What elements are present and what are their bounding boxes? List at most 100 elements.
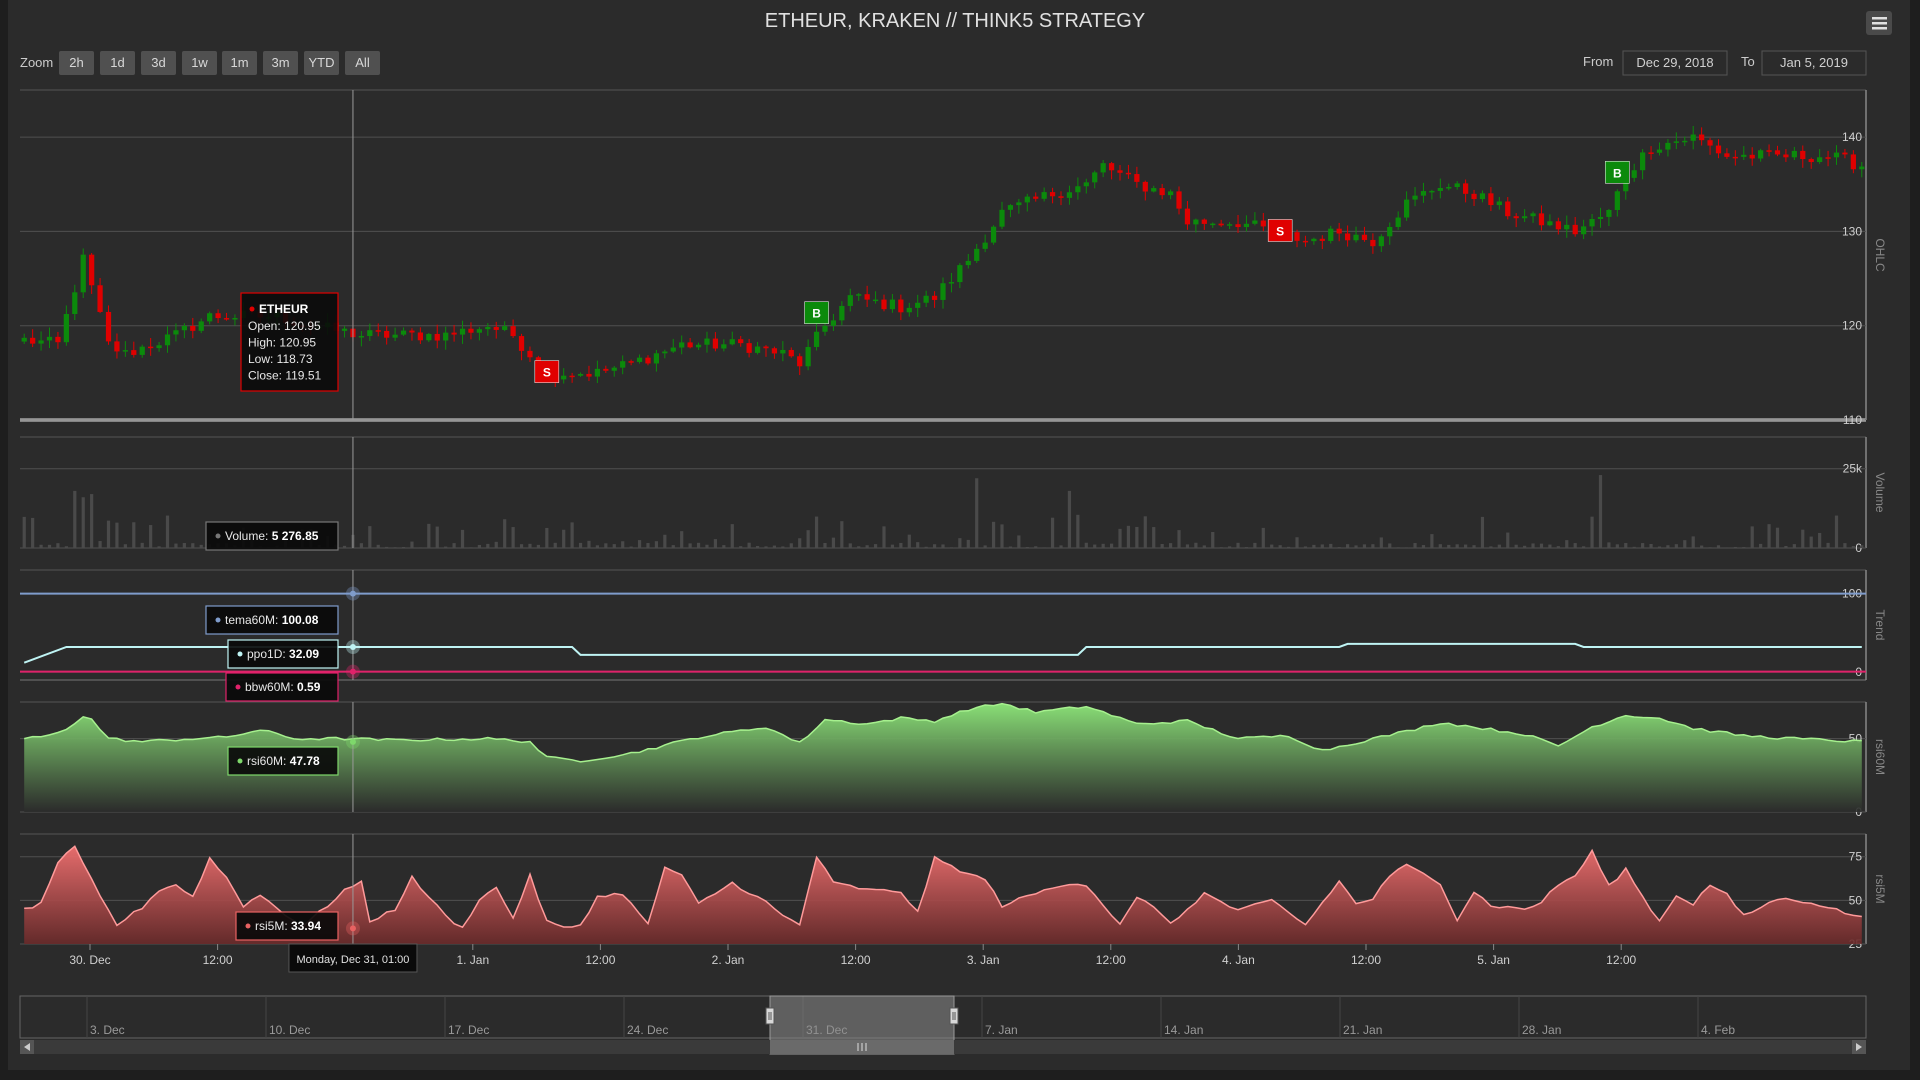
candle xyxy=(1328,225,1334,244)
sell-signal-flag[interactable]: S xyxy=(1267,219,1293,242)
volume-bar xyxy=(1227,546,1232,548)
pane-label: rsi5M xyxy=(1873,874,1887,903)
candle xyxy=(417,327,424,344)
pane-label: rsi60M xyxy=(1873,739,1887,775)
candle xyxy=(443,326,449,350)
volume-bar xyxy=(1826,542,1830,548)
buy-signal-flag[interactable]: B xyxy=(804,301,829,324)
x-tick-label: 12:00 xyxy=(1606,953,1636,967)
candle xyxy=(173,323,179,342)
volume-bar xyxy=(460,529,465,548)
candle xyxy=(1707,137,1713,155)
volume-bar xyxy=(840,521,844,548)
candle xyxy=(569,372,575,383)
candle xyxy=(1741,146,1747,160)
zoom-button-all[interactable]: All xyxy=(345,51,380,75)
zoom-button-1d[interactable]: 1d xyxy=(100,51,135,75)
volume-bar xyxy=(1093,544,1097,548)
zoom-button-1w[interactable]: 1w xyxy=(182,51,217,75)
candle xyxy=(1159,183,1165,200)
x-tick-label: 12:00 xyxy=(1351,953,1381,967)
candle xyxy=(628,359,634,366)
candle xyxy=(1825,150,1831,167)
volume-bar xyxy=(1346,544,1350,548)
volume-bar xyxy=(528,543,532,548)
candle xyxy=(1749,147,1755,166)
rsi5m-tooltip: rsi5M: 33.94 xyxy=(235,911,339,941)
ppo1d-line xyxy=(23,642,1862,664)
navigator-date-label: 28. Jan xyxy=(1522,1023,1561,1037)
candle xyxy=(459,320,466,344)
volume-bar xyxy=(907,534,911,548)
tooltip-text: tema60M: 100.08 xyxy=(225,613,319,627)
candle xyxy=(1083,178,1089,194)
volume-bar xyxy=(519,544,524,548)
zoom-button-1m[interactable]: 1m xyxy=(222,51,257,75)
volume-bar xyxy=(1219,547,1223,548)
hover-marker xyxy=(349,668,356,675)
candle xyxy=(1791,146,1797,161)
navigator-scrollbar[interactable] xyxy=(20,1040,1866,1054)
volume-bar xyxy=(1320,544,1324,548)
buy-signal-flag[interactable]: B xyxy=(1605,161,1630,184)
candle xyxy=(847,288,853,312)
volume-bar xyxy=(646,543,650,548)
candle xyxy=(1648,146,1654,160)
range-from-input[interactable] xyxy=(1622,50,1728,76)
volume-bar xyxy=(1354,545,1358,548)
candle xyxy=(948,272,955,293)
candle xyxy=(738,335,744,347)
candle xyxy=(561,368,567,384)
candle xyxy=(148,338,154,356)
zoom-button-ytd[interactable]: YTD xyxy=(304,51,339,75)
range-to-input[interactable] xyxy=(1761,50,1867,76)
candle xyxy=(1420,182,1427,203)
candle xyxy=(223,312,230,321)
volume-bar xyxy=(553,542,557,548)
rsi60m-line xyxy=(24,702,1862,763)
candle xyxy=(1319,235,1325,250)
menu-button[interactable] xyxy=(1866,11,1892,35)
volume-bar xyxy=(1573,543,1577,548)
volume-bar xyxy=(747,542,751,548)
volume-bar xyxy=(1657,546,1662,548)
candle xyxy=(923,290,929,308)
candle xyxy=(1715,139,1722,159)
volume-bar xyxy=(1101,543,1105,548)
candle xyxy=(63,305,69,346)
candle xyxy=(1167,189,1174,200)
volume-bar xyxy=(1430,534,1434,548)
tooltip-text: Volume: 5 276.85 xyxy=(225,529,319,543)
candle xyxy=(46,327,53,349)
tooltip-text: ppo1D: 32.09 xyxy=(247,647,319,661)
volume-bar xyxy=(604,543,608,548)
candle xyxy=(780,341,786,362)
volume-bar xyxy=(1312,544,1316,548)
navigator-date-label: 17. Dec xyxy=(448,1023,489,1037)
volume-bar xyxy=(157,546,161,548)
x-tick-label: 5. Jan xyxy=(1477,953,1510,967)
y-tick-label: 50 xyxy=(1849,893,1863,907)
volume-bar xyxy=(1809,536,1813,548)
volume-bar xyxy=(1683,540,1687,548)
navigator-left-handle[interactable] xyxy=(765,1007,775,1025)
volume-bar xyxy=(1775,527,1780,548)
navigator-right-handle[interactable] xyxy=(949,1007,959,1025)
zoom-button-3d[interactable]: 3d xyxy=(141,51,176,75)
sell-signal-flag[interactable]: S xyxy=(534,360,560,383)
candle xyxy=(156,342,162,352)
volume-bar xyxy=(1152,527,1156,548)
volume-bar xyxy=(654,541,659,548)
candle xyxy=(620,355,626,375)
zoom-button-3m[interactable]: 3m xyxy=(263,51,298,75)
candle xyxy=(232,314,238,326)
volume-bar xyxy=(730,524,734,548)
ppo1d-tooltip: ppo1D: 32.09 xyxy=(227,639,339,669)
volume-bar xyxy=(132,522,136,548)
pane-label: OHLC xyxy=(1873,238,1887,272)
zoom-button-2h[interactable]: 2h xyxy=(59,51,94,75)
volume-bar xyxy=(1236,542,1240,548)
volume-bar xyxy=(1556,546,1560,548)
rsi60m-tooltip: rsi60M: 47.78 xyxy=(227,746,339,776)
candle xyxy=(881,294,887,312)
